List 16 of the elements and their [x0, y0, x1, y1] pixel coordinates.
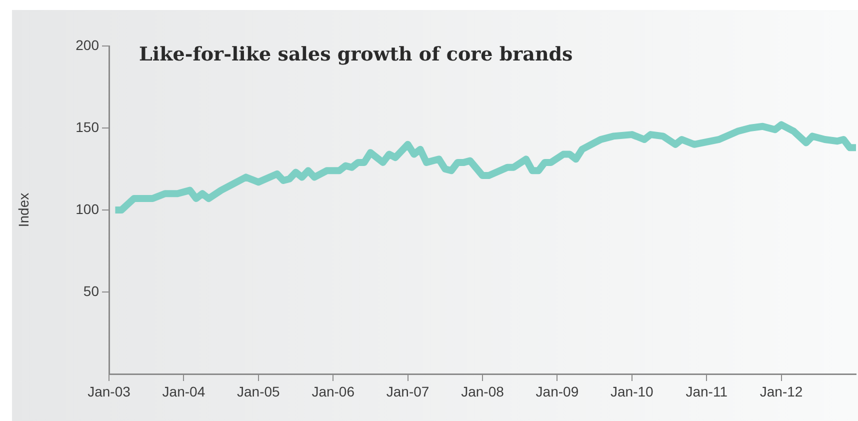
x-tick-label: Jan-09: [536, 383, 579, 400]
y-tick-label: 100: [76, 200, 100, 217]
x-tick-label: Jan-06: [312, 383, 355, 400]
x-tick-label: Jan-08: [461, 383, 504, 400]
x-tick-label: Jan-03: [88, 383, 131, 400]
x-tick-label: Jan-11: [686, 383, 728, 400]
x-tick-label: Jan-04: [162, 383, 206, 400]
x-tick-label: Jan-05: [236, 383, 280, 400]
x-tick-label: Jan-12: [760, 383, 803, 400]
x-tick-label: Jan-10: [610, 383, 654, 400]
y-tick-label: 150: [76, 118, 100, 135]
y-tick-label: 200: [76, 36, 100, 53]
y-axis-title: Index: [15, 192, 32, 228]
chart-title: Like-for-like sales growth of core brands: [139, 43, 573, 66]
x-tick-label: Jan-07: [386, 383, 430, 400]
y-tick-label: 50: [83, 282, 100, 299]
